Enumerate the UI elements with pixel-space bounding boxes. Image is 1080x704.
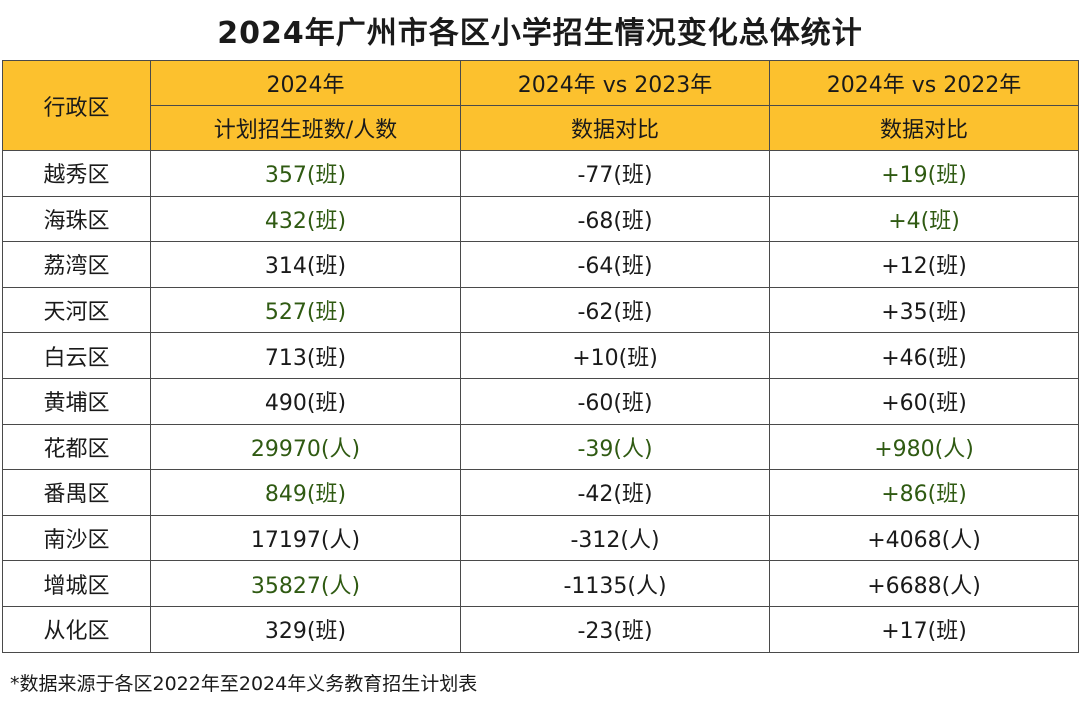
- district-cell: 番禺区: [2, 469, 151, 516]
- footnote: *数据来源于各区2022年至2024年义务教育招生计划表: [10, 673, 478, 695]
- table-row: 从化区 329(班) -23(班) +17(班): [2, 605, 1079, 653]
- vs2022-cell: +4(班): [769, 195, 1079, 243]
- vs2022-cell: +35(班): [769, 286, 1079, 334]
- vs2022-cell: +19(班): [769, 150, 1079, 197]
- plan-cell: 29970(人): [150, 423, 461, 471]
- vs2022-cell: +6688(人): [769, 560, 1079, 607]
- district-cell: 南沙区: [2, 514, 151, 562]
- district-cell: 海珠区: [2, 195, 151, 243]
- plan-cell: 17197(人): [150, 514, 461, 562]
- district-cell: 越秀区: [2, 150, 151, 197]
- district-cell: 白云区: [2, 332, 151, 379]
- plan-cell: 314(班): [150, 241, 461, 288]
- enrollment-table: 行政区 2024年 2024年 vs 2023年 2024年 vs 2022年 …: [2, 60, 1079, 653]
- district-cell: 花都区: [2, 423, 151, 471]
- header-vs-2023: 2024年 vs 2023年: [460, 60, 770, 106]
- plan-cell: 849(班): [150, 469, 461, 516]
- header-vs-2022: 2024年 vs 2022年: [769, 60, 1079, 106]
- vs2023-cell: -23(班): [460, 605, 770, 653]
- vs2023-cell: -312(人): [460, 514, 770, 562]
- table-row: 番禺区 849(班) -42(班) +86(班): [2, 469, 1079, 516]
- vs2023-cell: -62(班): [460, 286, 770, 334]
- table-row: 增城区 35827(人) -1135(人) +6688(人): [2, 560, 1079, 607]
- vs2022-cell: +4068(人): [769, 514, 1079, 562]
- table-row: 海珠区 432(班) -68(班) +4(班): [2, 195, 1079, 243]
- vs2022-cell: +86(班): [769, 469, 1079, 516]
- header-district: 行政区: [2, 60, 151, 151]
- plan-cell: 490(班): [150, 377, 461, 425]
- table-row: 花都区 29970(人) -39(人) +980(人): [2, 423, 1079, 471]
- vs2023-cell: -64(班): [460, 241, 770, 288]
- plan-cell: 35827(人): [150, 560, 461, 607]
- plan-cell: 357(班): [150, 150, 461, 197]
- table-row: 白云区 713(班) +10(班) +46(班): [2, 332, 1079, 379]
- subheader-compare-2022: 数据对比: [769, 105, 1079, 151]
- district-cell: 黄埔区: [2, 377, 151, 425]
- table-row: 南沙区 17197(人) -312(人) +4068(人): [2, 514, 1079, 562]
- table-row: 天河区 527(班) -62(班) +35(班): [2, 286, 1079, 334]
- vs2023-cell: -1135(人): [460, 560, 770, 607]
- vs2022-cell: +12(班): [769, 241, 1079, 288]
- plan-cell: 329(班): [150, 605, 461, 653]
- vs2022-cell: +60(班): [769, 377, 1079, 425]
- vs2023-cell: -68(班): [460, 195, 770, 243]
- page-title: 2024年广州市各区小学招生情况变化总体统计: [217, 16, 863, 51]
- plan-cell: 527(班): [150, 286, 461, 334]
- vs2023-cell: -42(班): [460, 469, 770, 516]
- vs2022-cell: +980(人): [769, 423, 1079, 471]
- vs2022-cell: +46(班): [769, 332, 1079, 379]
- table-row: 越秀区 357(班) -77(班) +19(班): [2, 150, 1079, 197]
- district-cell: 天河区: [2, 286, 151, 334]
- district-cell: 从化区: [2, 605, 151, 653]
- district-cell: 增城区: [2, 560, 151, 607]
- vs2022-cell: +17(班): [769, 605, 1079, 653]
- plan-cell: 432(班): [150, 195, 461, 243]
- subheader-compare-2023: 数据对比: [460, 105, 770, 151]
- vs2023-cell: -77(班): [460, 150, 770, 197]
- header-2024: 2024年: [150, 60, 461, 106]
- table-row: 荔湾区 314(班) -64(班) +12(班): [2, 241, 1079, 288]
- district-cell: 荔湾区: [2, 241, 151, 288]
- table-row: 黄埔区 490(班) -60(班) +60(班): [2, 377, 1079, 425]
- vs2023-cell: +10(班): [460, 332, 770, 379]
- vs2023-cell: -39(人): [460, 423, 770, 471]
- vs2023-cell: -60(班): [460, 377, 770, 425]
- plan-cell: 713(班): [150, 332, 461, 379]
- subheader-plan: 计划招生班数/人数: [150, 105, 461, 151]
